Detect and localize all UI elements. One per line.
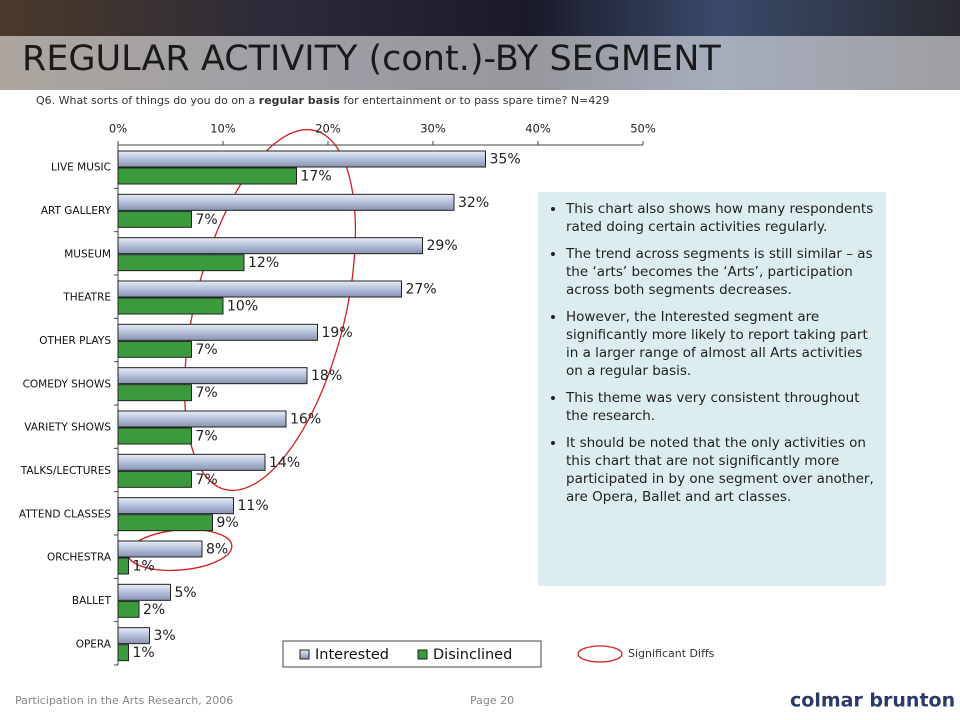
value-label: 5% xyxy=(175,585,197,601)
bar xyxy=(117,340,192,358)
value-label: 10% xyxy=(227,299,258,315)
value-label: 18% xyxy=(311,368,342,384)
bullet: This chart also shows how many responden… xyxy=(566,200,876,236)
x-tick-label: 30% xyxy=(420,122,446,136)
y-tick-label: ORCHESTRA xyxy=(47,552,112,564)
value-label: 7% xyxy=(196,342,218,358)
bar xyxy=(117,514,213,532)
value-label: 1% xyxy=(133,559,155,575)
bullet: The trend across segments is still simil… xyxy=(566,245,876,299)
bar xyxy=(117,600,140,618)
bar xyxy=(117,367,308,385)
bar xyxy=(117,644,129,662)
legend-swatch xyxy=(417,649,428,660)
legend-label: Disinclined xyxy=(433,647,512,663)
bar xyxy=(117,167,297,185)
value-label: 17% xyxy=(301,169,332,185)
bar xyxy=(117,453,266,471)
bar xyxy=(117,384,192,402)
x-tick-label: 10% xyxy=(210,122,236,136)
bar xyxy=(117,237,423,255)
bullet-list: This chart also shows how many responden… xyxy=(546,200,876,506)
legend-label: Interested xyxy=(315,647,389,663)
banner-overlay xyxy=(0,36,960,90)
question-bold: regular basis xyxy=(259,94,341,107)
value-label: 27% xyxy=(406,282,437,298)
x-tick-label: 40% xyxy=(525,122,551,136)
y-tick-label: THEATRE xyxy=(62,292,111,304)
bar xyxy=(117,540,203,558)
y-tick-label: COMEDY SHOWS xyxy=(23,378,112,390)
bar xyxy=(117,210,192,228)
value-label: 14% xyxy=(269,455,300,471)
logo: colmar brunton xyxy=(790,690,955,712)
footer: Participation in the Arts Research, 2006 xyxy=(15,694,233,707)
value-label: 35% xyxy=(490,152,521,168)
question-text: Q6. What sorts of things do you do on a xyxy=(36,94,259,107)
bar xyxy=(117,627,150,645)
significance-label: Significant Diffs xyxy=(628,647,715,660)
x-tick-label: 20% xyxy=(315,122,341,136)
value-label: 3% xyxy=(154,628,176,644)
value-label: 1% xyxy=(133,645,155,661)
y-tick-label: MUSEUM xyxy=(64,248,111,260)
legend-box xyxy=(282,640,542,668)
value-label: 12% xyxy=(248,255,279,271)
bar xyxy=(117,150,486,168)
y-tick-label: BALLET xyxy=(72,595,112,607)
bar xyxy=(117,427,192,445)
bar xyxy=(117,297,224,315)
significance-key xyxy=(577,645,623,663)
value-label: 32% xyxy=(458,195,489,211)
value-label: 16% xyxy=(290,412,321,428)
bar xyxy=(117,410,287,428)
value-label: 7% xyxy=(196,472,218,488)
legend-swatch xyxy=(299,649,310,660)
bar xyxy=(117,280,402,298)
y-tick-label: ART GALLERY xyxy=(41,205,112,217)
page-number: Page 20 xyxy=(470,694,514,707)
bar xyxy=(117,583,171,601)
bar xyxy=(117,557,129,575)
bar xyxy=(117,470,192,488)
value-label: 7% xyxy=(196,385,218,401)
slide-title: REGULAR ACTIVITY (cont.)-BY SEGMENT xyxy=(22,39,721,79)
y-tick-label: OTHER PLAYS xyxy=(39,335,111,347)
value-label: 7% xyxy=(196,429,218,445)
value-label: 11% xyxy=(238,498,269,514)
question: Q6. What sorts of things do you do on a … xyxy=(36,94,609,107)
y-tick-label: ATTEND CLASSES xyxy=(19,508,111,520)
bullet: However, the Interested segment are sign… xyxy=(566,308,876,380)
value-label: 19% xyxy=(322,325,353,341)
x-tick-label: 0% xyxy=(109,122,127,136)
y-tick-label: OPERA xyxy=(76,638,112,650)
bar xyxy=(117,193,455,211)
y-tick-label: LIVE MUSIC xyxy=(51,162,111,174)
bar xyxy=(117,323,318,341)
bullet: It should be noted that the only activit… xyxy=(566,434,876,506)
value-label: 7% xyxy=(196,212,218,228)
bullet: This theme was very consistent throughou… xyxy=(566,389,876,425)
y-tick-label: TALKS/LECTURES xyxy=(20,465,112,477)
value-label: 8% xyxy=(206,542,228,558)
value-label: 2% xyxy=(143,602,165,618)
y-tick-label: VARIETY SHOWS xyxy=(24,422,111,434)
bar xyxy=(117,254,245,272)
value-label: 9% xyxy=(217,515,239,531)
x-tick-label: 50% xyxy=(630,122,656,136)
value-label: 29% xyxy=(427,238,458,254)
bar xyxy=(117,497,234,515)
question-text: for entertainment or to pass spare time?… xyxy=(340,94,609,107)
text-box: This chart also shows how many responden… xyxy=(538,192,886,586)
